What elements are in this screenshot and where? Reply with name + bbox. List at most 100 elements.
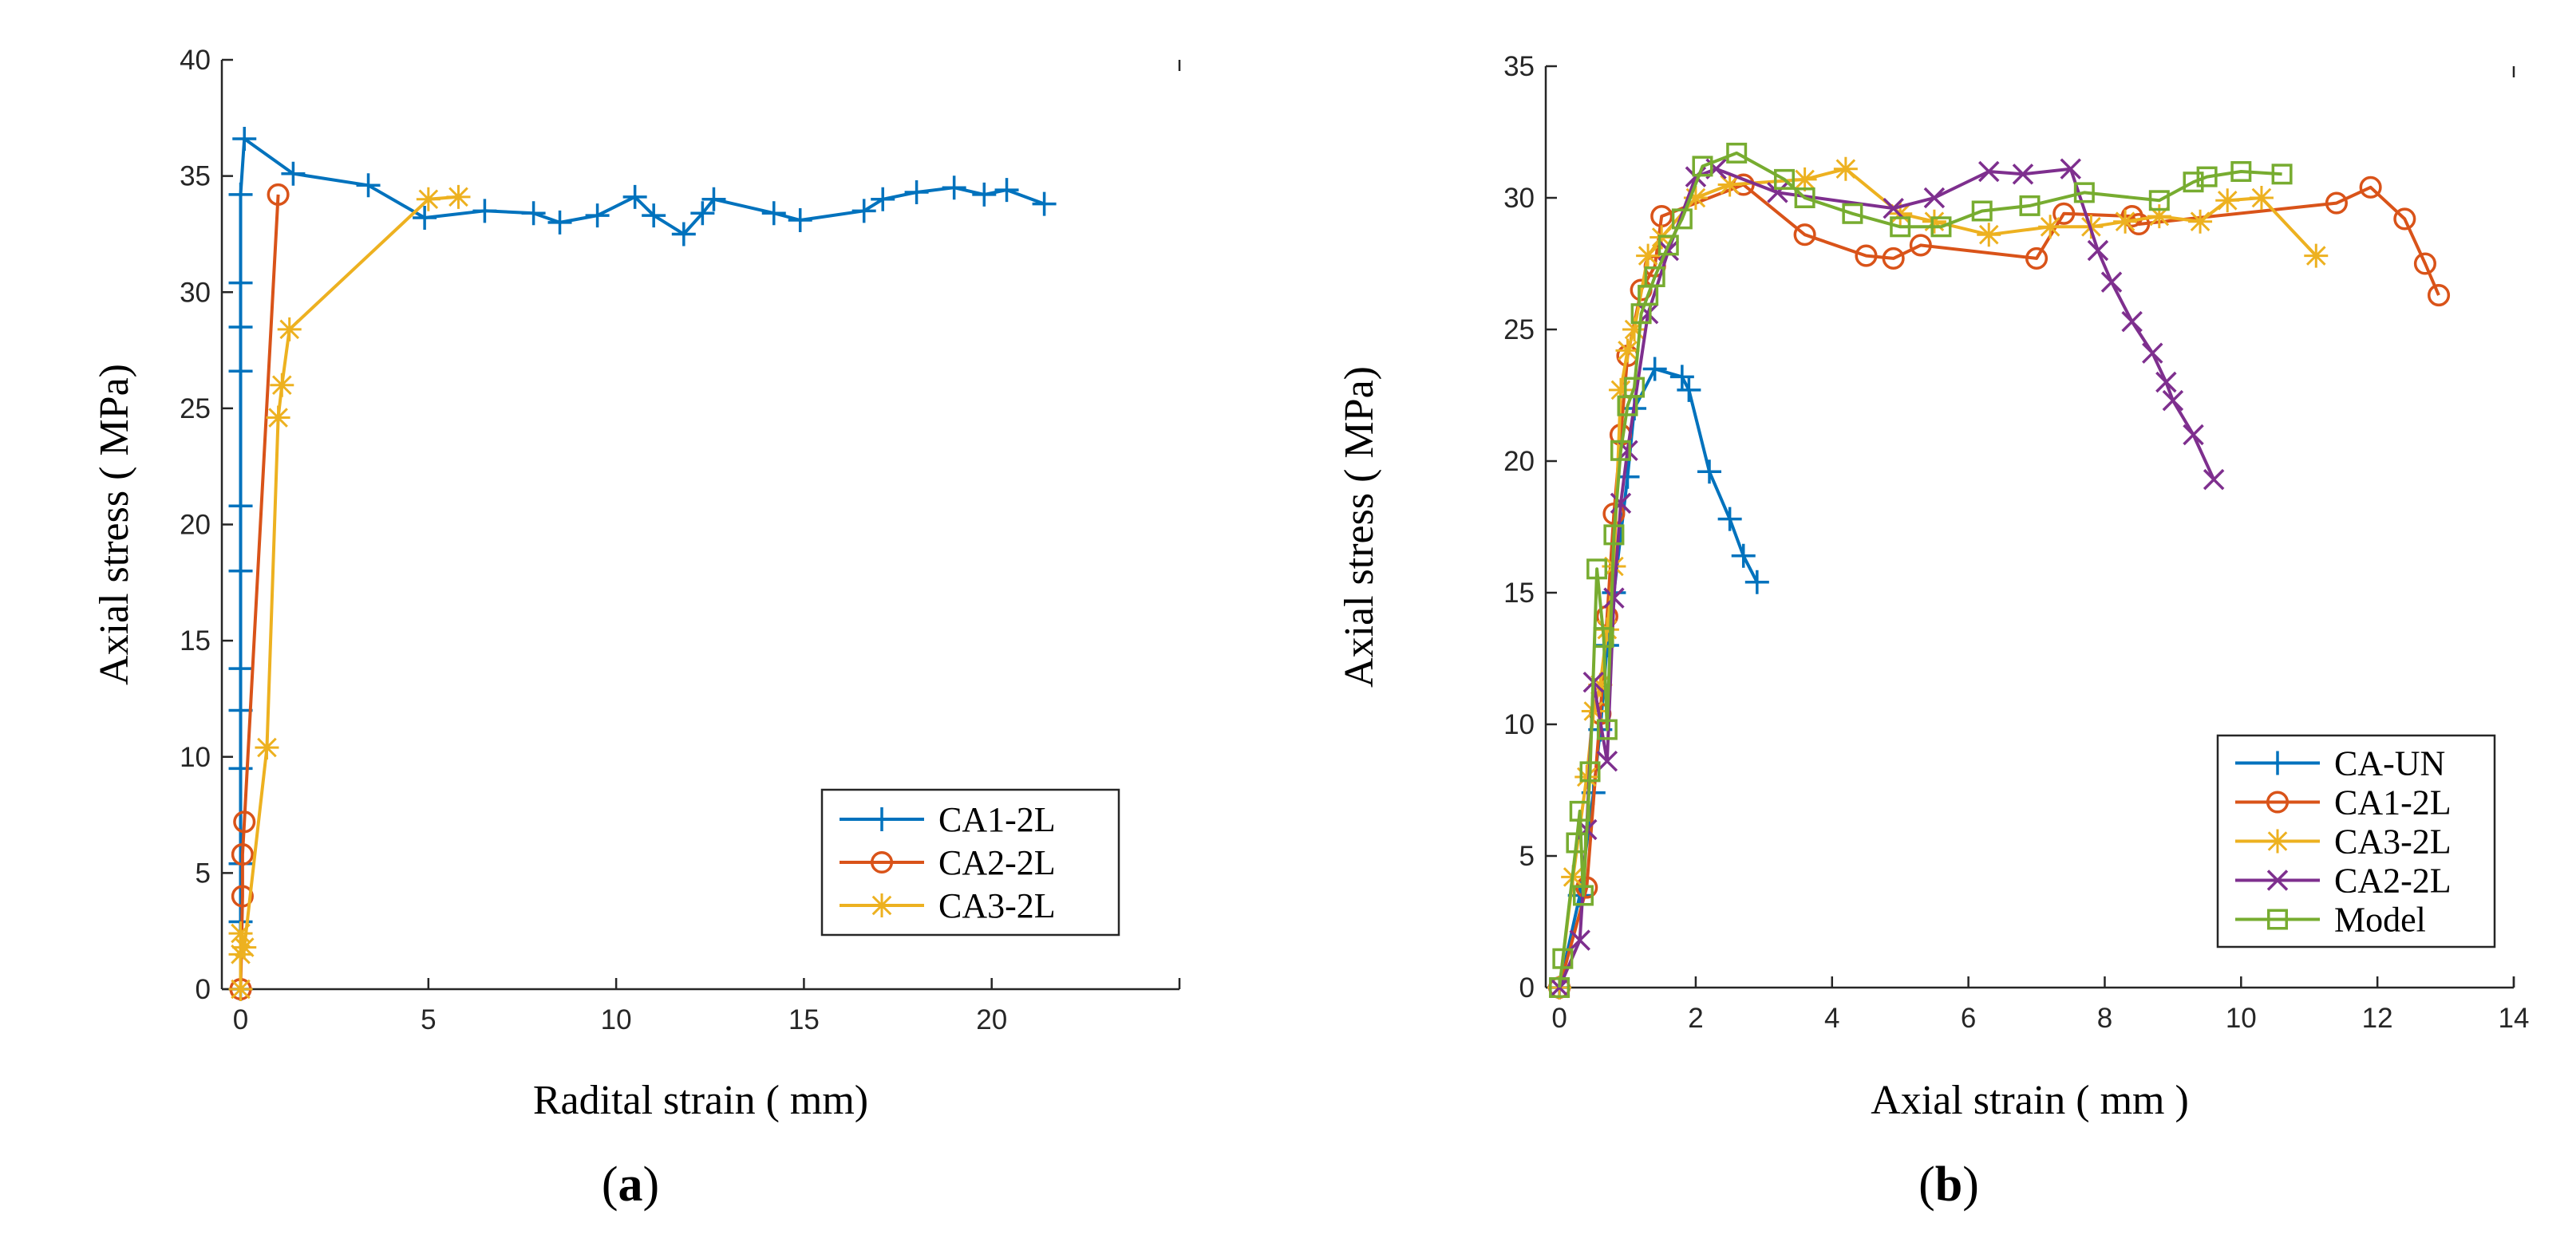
data-point [1644,266,1665,287]
x-tick-label: 0 [233,1004,248,1035]
data-point [1596,719,1618,740]
legend-entry: Model [2334,901,2426,940]
data-point [1603,524,1625,546]
data-point [1697,459,1722,484]
data-point [904,180,929,205]
series-line [239,194,280,990]
data-point [228,942,253,967]
y-tick-label: 25 [180,393,211,424]
data-point [942,175,966,200]
data-point [2038,215,2063,239]
data-point [871,187,895,211]
data-point [255,735,279,760]
data-point [1588,672,1613,697]
data-point [690,201,715,226]
y-tick-label: 0 [196,974,211,1005]
y-tick-label: 5 [1519,841,1535,872]
data-point [2304,243,2329,268]
legend: CA1-2L CA2-2L CA3-2L [820,788,1120,937]
data-point [1549,977,1570,998]
data-point [2162,389,2184,412]
data-point [2413,252,2437,275]
data-point [232,127,257,152]
data-point [1569,800,1590,822]
data-point [2393,207,2416,231]
data-point [1977,223,2001,247]
data-point [232,935,257,960]
data-point [2142,342,2163,364]
data-point [2148,190,2170,211]
data-point [1596,750,1618,772]
data-point [994,178,1019,203]
data-point [701,187,726,211]
x-tick-label: 15 [788,1004,820,1035]
x-tick-label: 10 [2226,1003,2257,1034]
data-point [1842,203,1863,224]
y-axis-label: Axial stress ( MPa) [1337,366,1382,688]
data-point [1883,197,1904,219]
data-point [2427,284,2451,307]
data-point [1731,543,1756,568]
data-point [228,494,253,519]
legend-entry: CA1-2L [2334,783,2452,822]
data-point [446,184,471,209]
legend-entry: CA3-2L [938,886,1056,925]
y-tick-label: 15 [180,625,211,657]
data-point [1610,492,1632,515]
data-point [1717,172,1742,197]
data-point [1586,558,1608,580]
data-point [413,206,437,231]
data-point [2087,239,2109,262]
data-point [2359,175,2382,199]
data-point [2012,164,2034,185]
data-point [1032,191,1057,216]
y-tick-label: 35 [1503,51,1535,82]
data-point [267,183,290,206]
x-tick-label: 0 [1551,1003,1567,1034]
series-line [239,195,459,989]
data-point [228,270,253,295]
y-tick-label: 15 [1503,578,1535,609]
data-point [472,199,497,223]
x-tick-label: 20 [976,1004,1007,1035]
data-point [1909,234,1932,257]
series-line [1558,151,2282,988]
data-point [1548,976,1570,999]
data-point [1603,587,1625,609]
data-point [1726,142,1748,164]
y-tick-label: 35 [180,161,211,192]
data-point [1636,243,1661,268]
data-point [2113,209,2138,234]
data-point [642,203,666,228]
legend-entry: CA3-2L [2334,822,2452,862]
data-point [1622,317,1647,341]
series-model [1549,142,2293,998]
data-point [972,182,997,207]
data-point [2183,172,2204,193]
y-tick-label: 30 [180,277,211,308]
x-tick-label: 4 [1824,1003,1839,1034]
y-tick-label: 25 [1503,314,1535,345]
x-axis-label: Radital strain ( mm) [533,1078,868,1123]
data-point [1794,187,1815,208]
y-axis-label: Axial stress ( MPa) [92,364,137,685]
data-point [1574,765,1599,789]
data-point [1552,948,1574,969]
data-point [2060,158,2081,179]
data-point [228,657,253,681]
data-point [2121,310,2143,333]
data-point [1569,929,1590,951]
data-point [1855,244,1878,267]
data-point [1615,338,1640,363]
x-tick-label: 12 [2362,1003,2393,1034]
legend-swatch-marker [870,807,894,831]
data-point [2215,188,2240,213]
data-point [2203,468,2225,491]
data-point [521,201,546,226]
data-point [2325,191,2348,215]
y-tick-label: 20 [1503,446,1535,477]
data-point [2100,271,2123,293]
x-tick-label: 8 [2097,1003,2112,1034]
